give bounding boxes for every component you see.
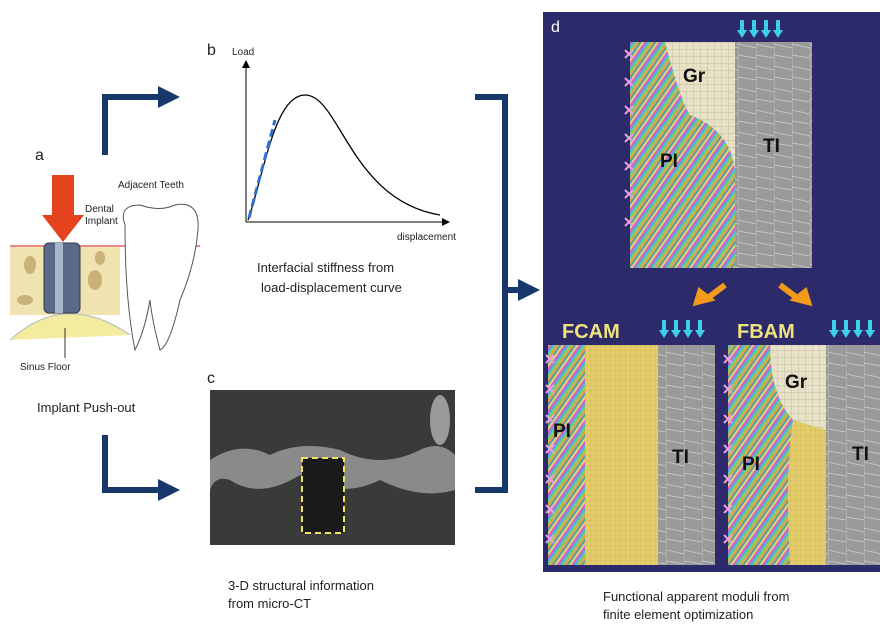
fcam-title: FCAM: [562, 321, 620, 343]
implant-label: Dental: [85, 204, 114, 215]
shape: [442, 218, 450, 226]
shape: [302, 458, 344, 533]
shape: [88, 270, 102, 290]
shape: [24, 256, 36, 274]
label-b: b: [207, 42, 216, 59]
implant-label: Implant: [85, 216, 118, 227]
shape: [518, 279, 540, 301]
shape: [105, 435, 160, 490]
shape: [158, 86, 180, 108]
curve-plot: [242, 60, 450, 226]
gr-label: Gr: [785, 372, 808, 393]
caption-b: Interfacial stiffness from: [257, 260, 394, 275]
x-axis-title: displacement: [397, 232, 456, 243]
sinus-floor: Sinus Floor: [20, 362, 71, 373]
top-model: [625, 20, 812, 302]
shape: [430, 395, 450, 445]
caption-d: Functional apparent moduli from: [603, 589, 789, 604]
pi-label: PI: [553, 421, 571, 442]
shape: [42, 175, 84, 242]
ti-label: TI: [672, 447, 689, 468]
micro-ct-image: [210, 390, 455, 545]
shape: [10, 314, 130, 340]
shape: [242, 60, 250, 68]
caption-d: finite element optimization: [603, 607, 753, 622]
ti-label: TI: [763, 136, 780, 157]
fbam-model: [724, 320, 880, 565]
caption-b: load-displacement curve: [261, 280, 402, 295]
shape: [123, 204, 198, 350]
adjacent-teeth: Adjacent Teeth: [118, 180, 184, 191]
caption-a: Implant Push-out: [37, 400, 136, 415]
shape: [548, 345, 585, 565]
label-d: d: [551, 19, 560, 36]
gr-label: Gr: [683, 66, 706, 87]
shape: [158, 479, 180, 501]
implant-illustration: [10, 175, 200, 350]
pi-label: PI: [660, 151, 678, 172]
shape: [105, 97, 160, 155]
shape: [248, 95, 440, 220]
fcam-model: [546, 320, 715, 565]
shape: [249, 120, 275, 218]
shape: [55, 243, 63, 313]
shape: [95, 251, 105, 265]
label-a: a: [35, 147, 44, 164]
shape: [475, 97, 505, 490]
caption-c: from micro-CT: [228, 596, 311, 611]
fbam-title: FBAM: [737, 321, 795, 343]
pi-label: PI: [742, 454, 760, 475]
label-c: c: [207, 370, 215, 387]
ti-label: TI: [852, 444, 869, 465]
shape: [17, 295, 33, 305]
diagram: a Adjacent Teeth Dental Implant Sinus Fl…: [0, 0, 880, 625]
y-axis-title: Load: [232, 47, 254, 58]
caption-c: 3-D structural information: [228, 578, 374, 593]
